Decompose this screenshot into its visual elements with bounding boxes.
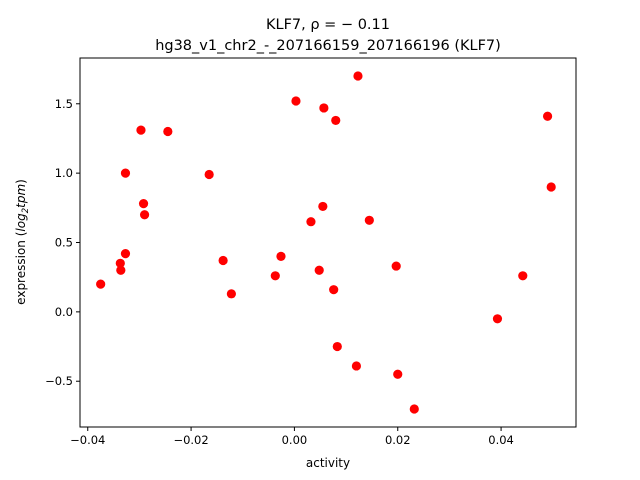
data-point (291, 96, 301, 106)
x-tick-label: 0.00 (282, 433, 308, 447)
data-point (542, 111, 553, 121)
data-point (306, 217, 316, 227)
data-point (353, 71, 363, 81)
data-point (115, 258, 125, 268)
x-axis-label: activity (306, 456, 350, 470)
y-tick-label: 1.5 (55, 97, 73, 111)
chart-title-line-2: hg38_v1_chr2_-_207166159_207166196 (KLF7… (155, 38, 501, 54)
data-point (329, 285, 339, 295)
y-axis-label-tpm: tpm (14, 184, 28, 208)
data-point (120, 168, 131, 178)
y-axis-label-suffix: ) (14, 179, 28, 184)
data-point (139, 210, 150, 220)
y-tick-label: −0.5 (45, 374, 73, 388)
data-point (136, 125, 146, 135)
data-points (96, 71, 556, 414)
y-tick-label: 0.5 (55, 236, 73, 250)
data-point (318, 201, 328, 212)
data-point (138, 199, 149, 209)
data-point (351, 361, 362, 371)
y-axis-label-prefix: expression ( (14, 232, 28, 305)
y-axis-ticks: −0.5 0.0 0.5 1.0 1.5 (45, 97, 80, 388)
data-point (96, 279, 106, 289)
data-point (116, 265, 126, 275)
data-point (163, 126, 173, 137)
data-point (276, 251, 286, 261)
x-tick-label: 0.02 (385, 433, 411, 447)
data-point (204, 169, 214, 180)
plot-frame (79, 57, 577, 428)
data-point (218, 255, 228, 266)
y-axis-label-log: log (14, 213, 28, 232)
data-point (409, 404, 419, 414)
y-axis-label: expression (log2tpm) (14, 179, 31, 305)
y-axis-label-subscript: 2 (21, 208, 31, 213)
x-tick-label: 0.04 (488, 433, 514, 447)
data-point (393, 369, 403, 379)
data-point (314, 265, 324, 275)
data-point (331, 115, 341, 126)
data-point (546, 182, 556, 192)
data-point (492, 314, 503, 324)
y-tick-label: 1.0 (55, 166, 73, 180)
x-tick-label: −0.04 (70, 433, 105, 447)
chart-title-line-1: KLF7, ρ = − 0.11 (266, 17, 390, 33)
x-tick-label: −0.02 (173, 433, 208, 447)
data-point (391, 261, 401, 271)
y-tick-label: 0.0 (55, 305, 73, 319)
data-point (226, 289, 236, 299)
data-point (364, 215, 374, 225)
data-point (332, 341, 342, 352)
data-point (319, 103, 329, 113)
data-point (120, 248, 131, 259)
x-axis-ticks: −0.04 −0.02 0.00 0.02 0.04 (70, 427, 514, 447)
data-point (270, 271, 280, 281)
data-point (518, 271, 528, 281)
